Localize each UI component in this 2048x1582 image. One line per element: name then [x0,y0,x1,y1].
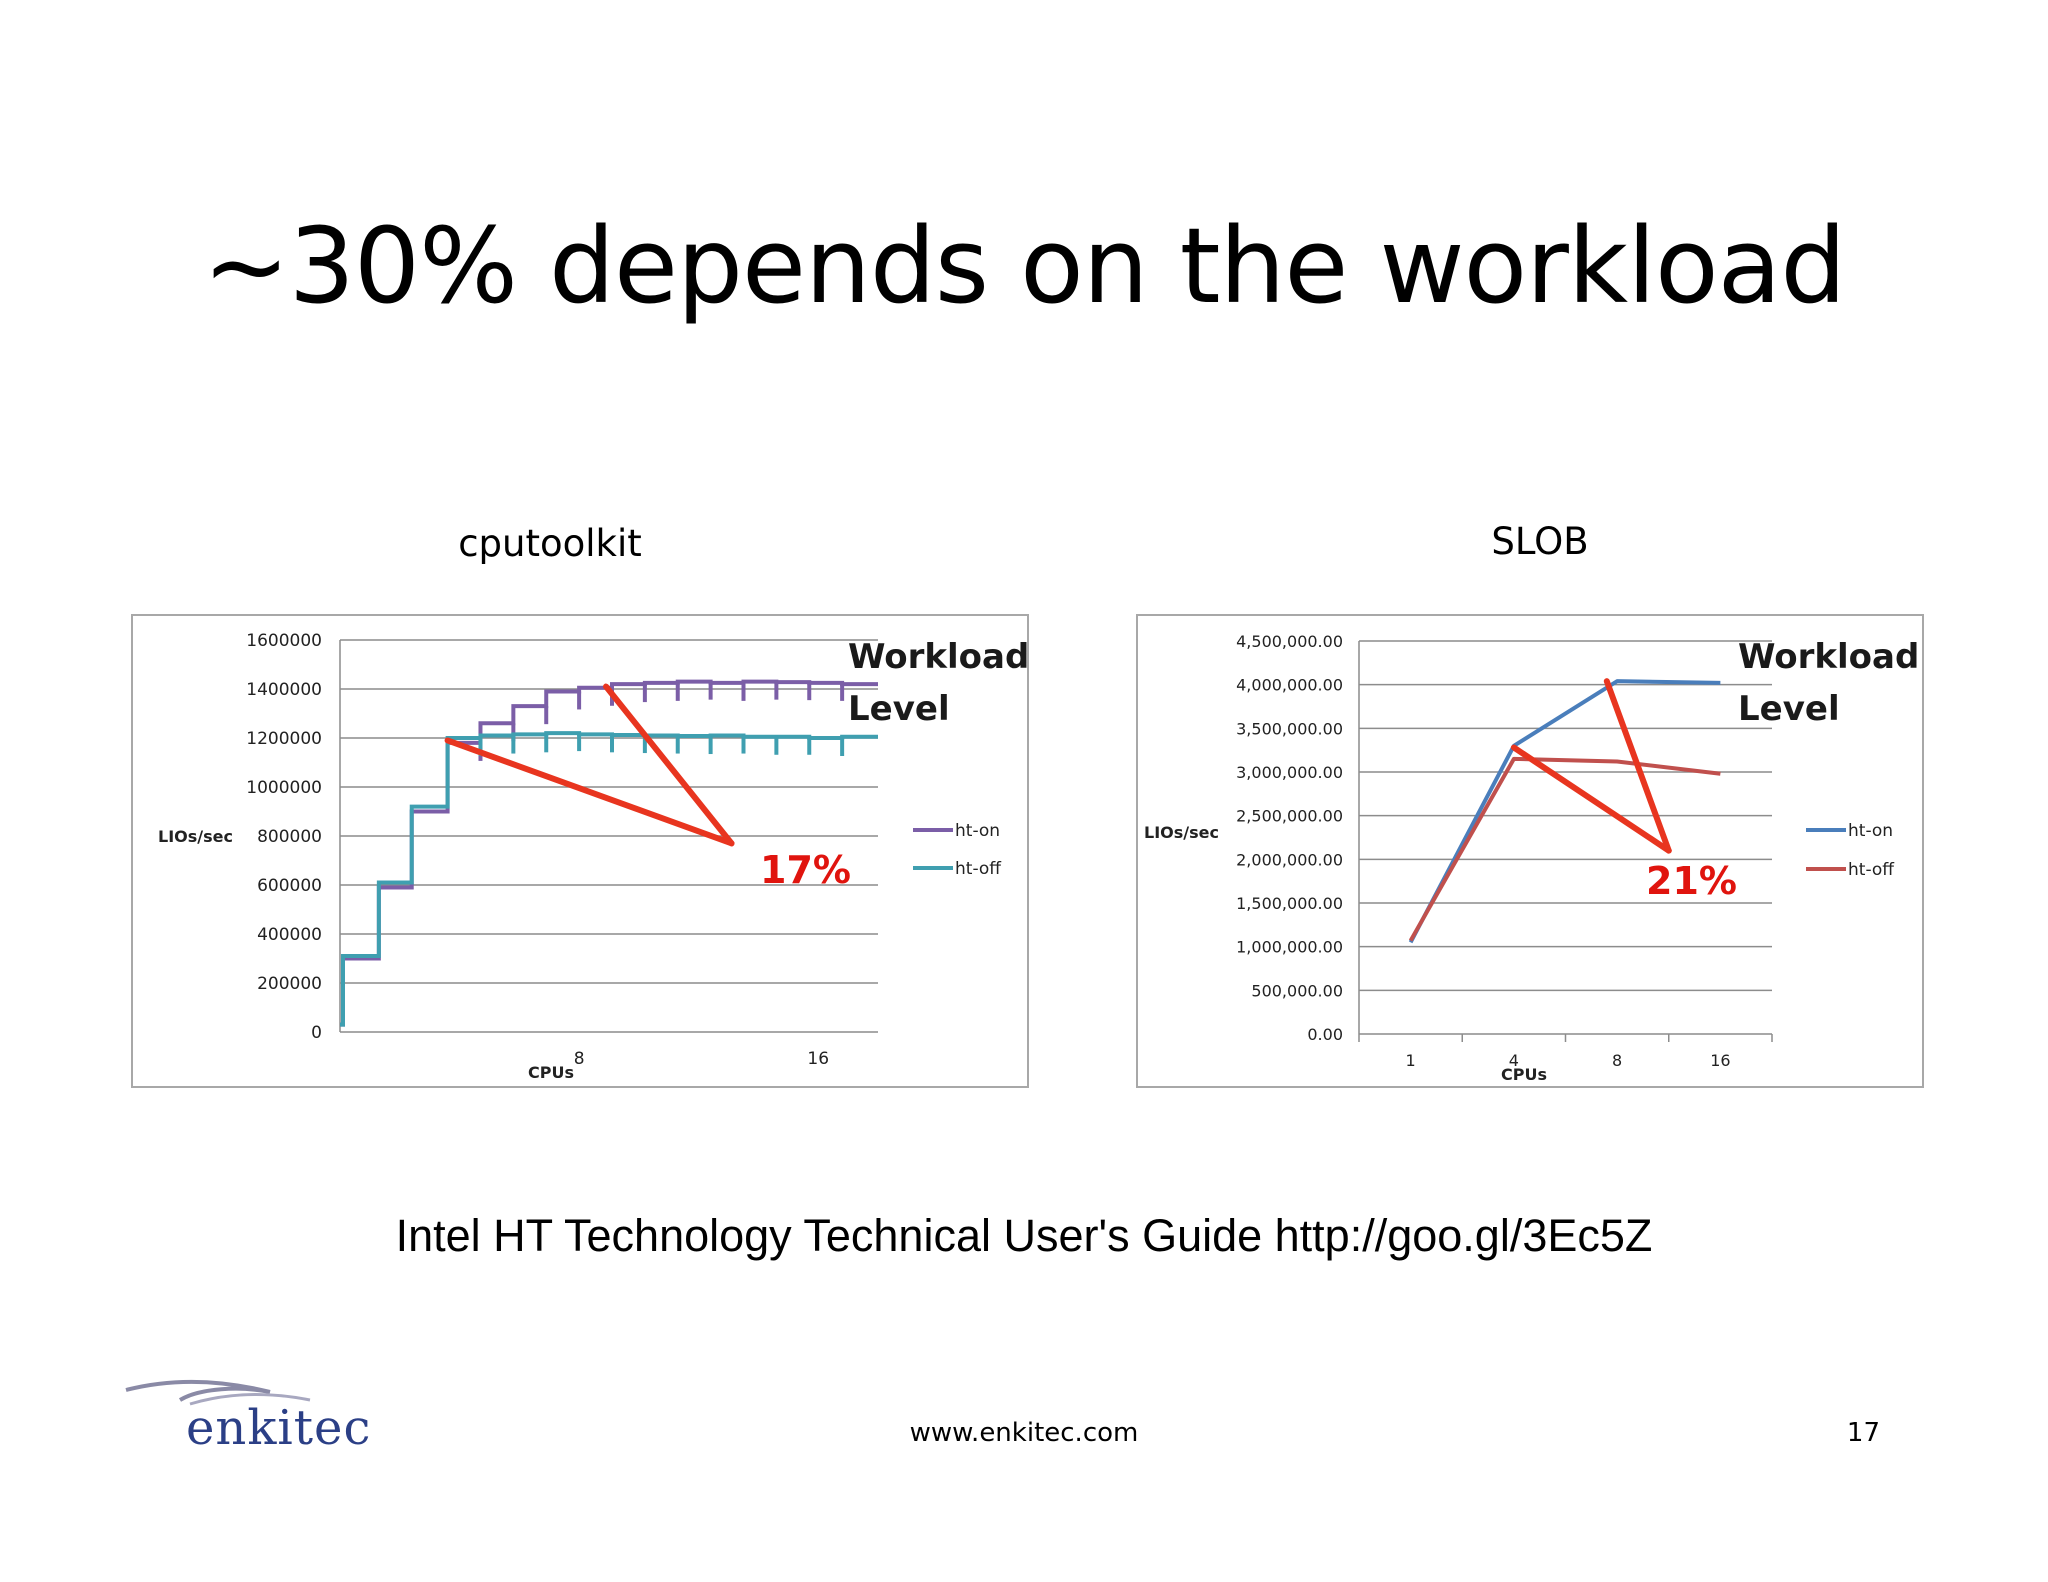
chart-caption-cputoolkit: cputoolkit [458,522,642,565]
annotation-line [444,737,735,847]
y-tick-label: 1,500,000.00 [1236,894,1343,913]
y-tick-label: 2,000,000.00 [1236,850,1343,869]
series-line-ht-on [1408,679,1721,944]
y-tick-label: 0.00 [1307,1025,1343,1044]
logo-text: enkitec [186,1400,372,1456]
overlay-text-level: Level [1738,689,1840,729]
y-tick-label: 200000 [257,974,322,994]
legend-label-ht-on: ht-on [955,821,1000,841]
series-line-ht-off [1408,756,1721,942]
y-tick-label: 1600000 [246,631,322,651]
y-tick-label: 400000 [257,925,322,945]
enkitec-logo: enkitec [120,1378,400,1458]
annotation-line [603,683,735,847]
cputoolkit-chart-plot: 0 200000 400000 600000 800000 1000000 1200000 1… [158,631,1029,1082]
x-axis-label: CPUs [528,1063,574,1082]
slob-chart: 0.00 500,000.00 1,000,000.00 1,500,000.00 2,… [1136,614,1924,1088]
y-tick-label: 1,000,000.00 [1236,938,1343,957]
x-axis-label: CPUs [1501,1065,1547,1084]
legend-label-ht-on: ht-on [1848,821,1893,841]
annotation-line [1510,744,1672,854]
logo-swoosh-icon [125,1379,311,1406]
x-tick-label: 4 [1509,1051,1519,1070]
y-axis-label: LIOs/sec [1144,823,1219,842]
y-tick-label: 4,500,000.00 [1236,632,1343,651]
annotation-label: 21% [1646,859,1737,903]
y-tick-label: 1400000 [246,680,322,700]
reference-text: Intel HT Technology Technical User's Gui… [395,1210,1653,1261]
x-tick-label: 1 [1406,1051,1416,1070]
x-tick-label: 16 [1710,1051,1730,1070]
y-tick-label: 600000 [257,876,322,896]
y-tick-label: 1200000 [246,729,322,749]
chart-caption-slob: SLOB [1491,520,1589,563]
y-tick-label: 1000000 [246,778,322,798]
y-tick-label: 500,000.00 [1251,981,1343,1000]
cputoolkit-chart: 0 200000 400000 600000 800000 1000000 1200000 1… [131,614,1029,1088]
legend-label-ht-off: ht-off [955,859,1002,879]
y-tick-label: 2,500,000.00 [1236,807,1343,826]
x-tick-label: 16 [807,1049,829,1069]
slide-title: ~30% depends on the workload [202,205,1847,327]
y-tick-label: 3,500,000.00 [1236,719,1343,738]
x-tick-label: 8 [1612,1051,1622,1070]
y-tick-label: 4,000,000.00 [1236,676,1343,695]
overlay-text-workload: Workload [1738,637,1919,677]
x-tick-label: 8 [574,1049,585,1069]
overlay-text-workload: Workload [848,637,1029,677]
annotation-label: 17% [760,848,851,892]
y-axis-label: LIOs/sec [158,827,233,846]
annotation-line [1603,678,1672,854]
y-tick-label: 3,000,000.00 [1236,763,1343,782]
y-tick-label: 800000 [257,827,322,847]
page-number: 17 [1846,1418,1880,1448]
overlay-text-level: Level [848,689,950,729]
slob-chart-plot: 0.00 500,000.00 1,000,000.00 1,500,000.00 2,… [1144,632,1919,1084]
legend-label-ht-off: ht-off [1848,860,1895,880]
y-tick-label: 0 [311,1023,322,1043]
footer-url: www.enkitec.com [909,1418,1139,1448]
